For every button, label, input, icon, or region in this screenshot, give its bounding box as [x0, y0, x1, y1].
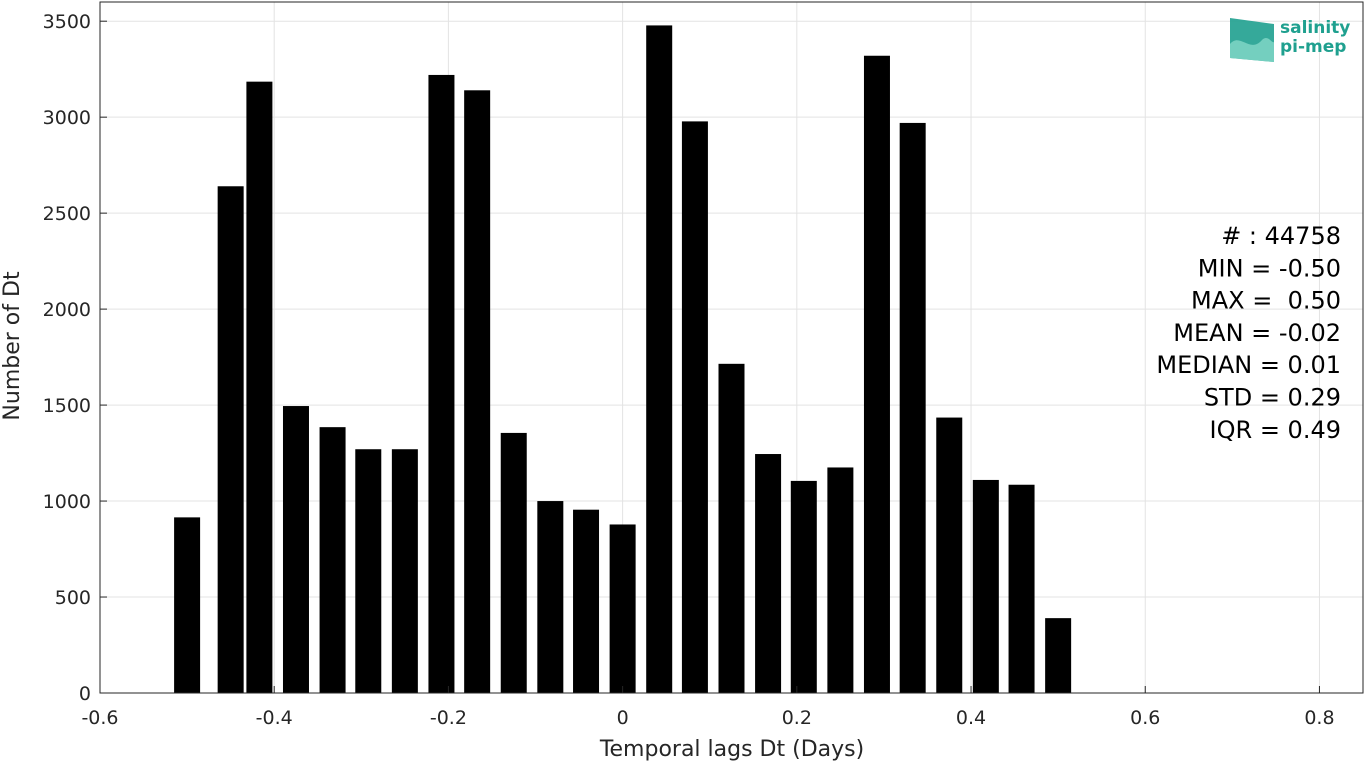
wave-logo-highlight-icon [1230, 38, 1274, 62]
bar [537, 501, 564, 693]
y-tick-label: 3000 [43, 107, 91, 129]
stats-line: MEAN = -0.02 [1173, 319, 1341, 347]
bar [899, 122, 926, 694]
logo-text-line1: salinity [1280, 18, 1350, 38]
stats-line: MEDIAN = 0.01 [1156, 351, 1341, 379]
bar [282, 406, 309, 693]
salinity-pimep-logo: salinity pi-mep [1230, 18, 1350, 62]
bar [500, 432, 527, 693]
stats-line: MIN = -0.50 [1198, 254, 1341, 282]
bar [464, 90, 491, 694]
y-tick-label: 2000 [43, 299, 91, 321]
bar [863, 55, 890, 693]
bar [246, 81, 273, 694]
y-axis-title: Number of Dt [0, 271, 25, 421]
bar [1008, 484, 1035, 693]
y-tick-label: 1000 [43, 491, 91, 513]
statistics-box: # : 44758 MIN = -0.50 MAX = 0.50 MEAN = -0.… [1156, 222, 1341, 444]
bar [790, 480, 817, 693]
stats-line: STD = 0.29 [1204, 384, 1341, 412]
bars [174, 25, 1072, 694]
bar [755, 454, 782, 693]
x-tick-label: -0.4 [256, 707, 293, 729]
stats-line: MAX = 0.50 [1191, 287, 1341, 315]
y-tick-label: 0 [79, 683, 91, 705]
bar [428, 74, 455, 693]
x-tick-label: 0.8 [1304, 707, 1334, 729]
x-tick-label: 0.6 [1130, 707, 1160, 729]
x-tick-label: 0 [617, 707, 629, 729]
x-tick-label: -0.2 [430, 707, 467, 729]
bar [646, 25, 673, 693]
bar [718, 363, 745, 693]
bar [391, 449, 418, 693]
y-tick-label: 500 [55, 587, 91, 609]
y-tick-label: 2500 [43, 203, 91, 225]
logo-text-line2: pi-mep [1280, 37, 1346, 57]
bar [1045, 618, 1072, 693]
x-axis-title: Temporal lags Dt (Days) [599, 737, 864, 762]
bar [217, 186, 244, 693]
bar [609, 524, 636, 693]
x-tick-label: 0.2 [782, 707, 812, 729]
stats-line: # : 44758 [1221, 222, 1341, 250]
bar [972, 479, 999, 693]
x-axis-ticks: -0.6 -0.4 -0.2 0 0.2 0.4 0.6 0.8 [81, 686, 1335, 729]
bar [827, 467, 854, 693]
bar [573, 509, 600, 693]
plot-area-frame [99, 1, 1364, 694]
bar [681, 121, 708, 693]
grid [99, 2, 1363, 694]
y-tick-label: 1500 [43, 395, 91, 417]
y-tick-label: 3500 [43, 11, 91, 33]
bar [936, 417, 963, 693]
stats-line: IQR = 0.49 [1210, 416, 1341, 444]
bar [174, 517, 201, 693]
x-tick-label: 0.4 [956, 707, 986, 729]
bar [319, 427, 346, 693]
x-tick-label: -0.6 [81, 707, 118, 729]
bar [355, 449, 382, 693]
y-axis-ticks: 0 500 1000 1500 2000 2500 3000 3500 [43, 11, 107, 705]
